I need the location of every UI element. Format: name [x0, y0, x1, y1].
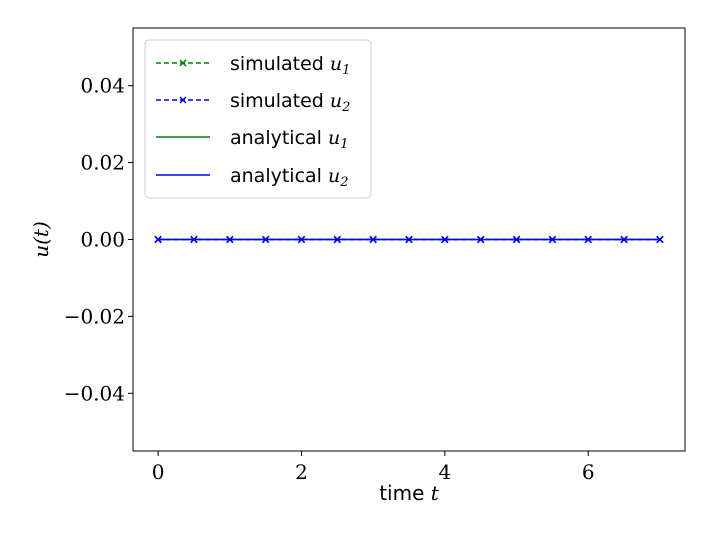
marker-stroke	[441, 235, 449, 244]
marker-stroke	[226, 235, 234, 244]
marker-stroke	[656, 235, 664, 244]
marker-stroke	[620, 235, 628, 244]
marker-stroke	[369, 235, 377, 244]
marker-stroke	[476, 235, 485, 244]
x-tick-label: 6	[582, 460, 595, 484]
x-tick-label: 2	[295, 460, 308, 484]
data-point	[476, 235, 485, 244]
legend-marker	[179, 96, 187, 104]
data-point	[297, 235, 306, 244]
data-point	[441, 235, 449, 244]
data-point	[154, 235, 162, 244]
legend-label-var: u	[328, 127, 340, 149]
legend-marker	[179, 59, 187, 67]
legend-box	[144, 39, 372, 199]
marker-stroke	[548, 235, 557, 244]
data-point	[333, 235, 342, 244]
data-point	[369, 235, 377, 244]
legend-label-text: analytical	[230, 165, 328, 187]
legend-item: simulated u2	[156, 90, 350, 115]
data-point	[656, 235, 664, 244]
plot-area	[154, 235, 664, 244]
y-tick-label: 0.00	[80, 228, 125, 252]
axis-labels: time t u(t)	[29, 221, 440, 505]
marker-stroke	[261, 235, 270, 244]
y-tick-label: 0.02	[80, 151, 125, 175]
legend-label-var: u	[328, 165, 340, 187]
legend-item: analytical u1	[156, 127, 349, 152]
legend-label: analytical u2	[230, 165, 349, 190]
x-axis-label-var: t	[431, 481, 440, 505]
data-point	[584, 235, 592, 244]
legend-label-text: analytical	[230, 127, 328, 149]
legend-label-sub: 2	[339, 175, 348, 190]
legend-label-sub: 2	[341, 100, 350, 115]
y-tick-label: −0.04	[64, 381, 125, 405]
x-axis-label-text: time	[379, 481, 431, 505]
legend-label-sub: 1	[342, 63, 350, 78]
x-axis-label: time t	[379, 481, 440, 505]
y-tick-label: 0.04	[80, 74, 125, 98]
marker-stroke	[297, 235, 306, 244]
data-point	[190, 235, 198, 244]
legend-label: simulated u2	[230, 90, 350, 115]
data-point	[261, 235, 270, 244]
marker-stroke	[154, 235, 162, 244]
data-point	[226, 235, 234, 244]
legend-item: simulated u1	[156, 53, 350, 78]
legend-label: simulated u1	[230, 53, 350, 78]
x-tick-label: 4	[438, 460, 451, 484]
marker-stroke	[405, 235, 413, 244]
legend-label-var: u	[330, 90, 342, 112]
legend-label-sub: 1	[340, 137, 348, 152]
x-tick-label: 0	[152, 460, 165, 484]
legend-item: analytical u2	[156, 165, 349, 190]
axes: 0 2 4 6 0.04 0.02 0.00 −0.02 −0.04	[64, 27, 686, 484]
y-axis-label: u(t)	[29, 221, 53, 258]
legend-label: analytical u1	[230, 127, 349, 152]
data-point	[548, 235, 557, 244]
data-point	[405, 235, 413, 244]
legend-label-text: simulated	[230, 90, 330, 112]
data-point	[512, 235, 521, 244]
legend-label-var: u	[330, 53, 342, 75]
data-point	[620, 235, 628, 244]
marker-stroke	[584, 235, 592, 244]
marker-stroke	[190, 235, 198, 244]
marker-stroke	[333, 235, 342, 244]
y-tick-label: −0.02	[64, 304, 125, 328]
marker-stroke	[512, 235, 521, 244]
legend-label-text: simulated	[230, 53, 330, 75]
